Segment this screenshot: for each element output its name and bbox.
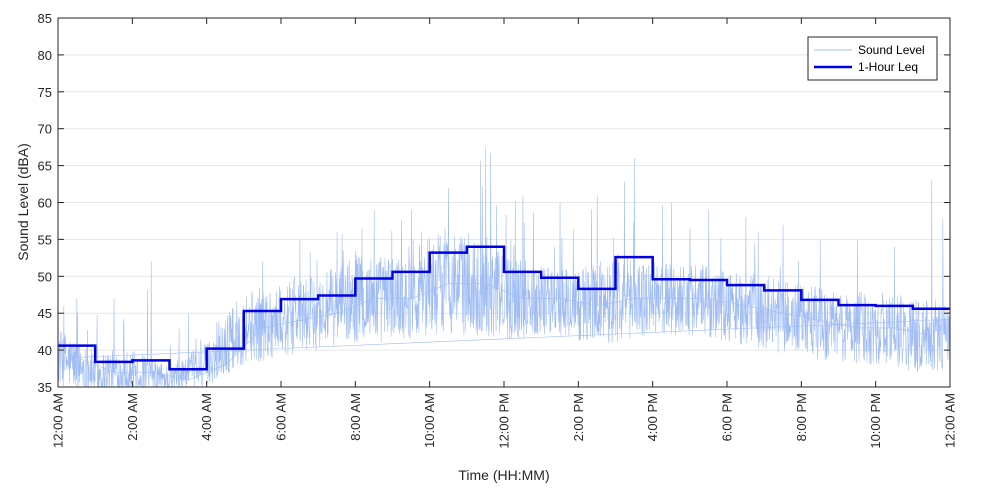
y-tick-label: 80 [38,48,52,63]
x-tick-label: 4:00 PM [645,393,660,441]
legend-box [807,36,938,81]
x-axis-ticks: 12:00 AM 2:00 AM 4:00 AM 6:00 AM 8:00 AM 10:0… [51,18,958,449]
x-tick-label: 8:00 PM [794,393,809,441]
x-tick-label: 12:00 AM [51,393,66,448]
legend-label-sound-level: Sound Level [858,43,925,57]
y-tick-label: 40 [38,343,52,358]
legend-label-leq: 1-Hour Leq [858,60,918,74]
legend: Sound Level 1-Hour Leq [807,36,938,81]
x-tick-label: 2:00 AM [125,393,140,441]
sound-level-trace [57,147,951,388]
y-axis-ticks: 35 40 45 50 55 60 65 70 75 80 85 [38,11,950,395]
y-tick-label: 35 [38,380,52,395]
y-tick-label: 55 [38,232,52,247]
x-tick-label: 10:00 AM [422,393,437,448]
y-tick-label: 75 [38,85,52,100]
x-tick-label: 6:00 AM [274,393,289,441]
x-tick-label: 4:00 AM [199,393,214,441]
x-axis-title: Time (HH:MM) [458,467,549,483]
y-tick-label: 50 [38,269,52,284]
y-axis-title: Sound Level (dBA) [15,143,31,261]
leq-step-line [58,245,950,371]
sound-level-series [57,147,951,388]
x-tick-label: 12:00 AM [943,393,958,448]
leq-series [58,245,950,371]
y-tick-label: 45 [38,306,52,321]
y-tick-label: 85 [38,11,52,26]
x-tick-label: 2:00 PM [571,393,586,441]
x-tick-label: 10:00 PM [868,393,883,449]
x-tick-label: 12:00 PM [497,393,512,449]
y-tick-label: 60 [38,196,52,211]
y-tick-label: 70 [38,122,52,137]
x-tick-label: 6:00 PM [720,393,735,441]
x-tick-label: 8:00 AM [348,393,363,441]
y-tick-label: 65 [38,159,52,174]
